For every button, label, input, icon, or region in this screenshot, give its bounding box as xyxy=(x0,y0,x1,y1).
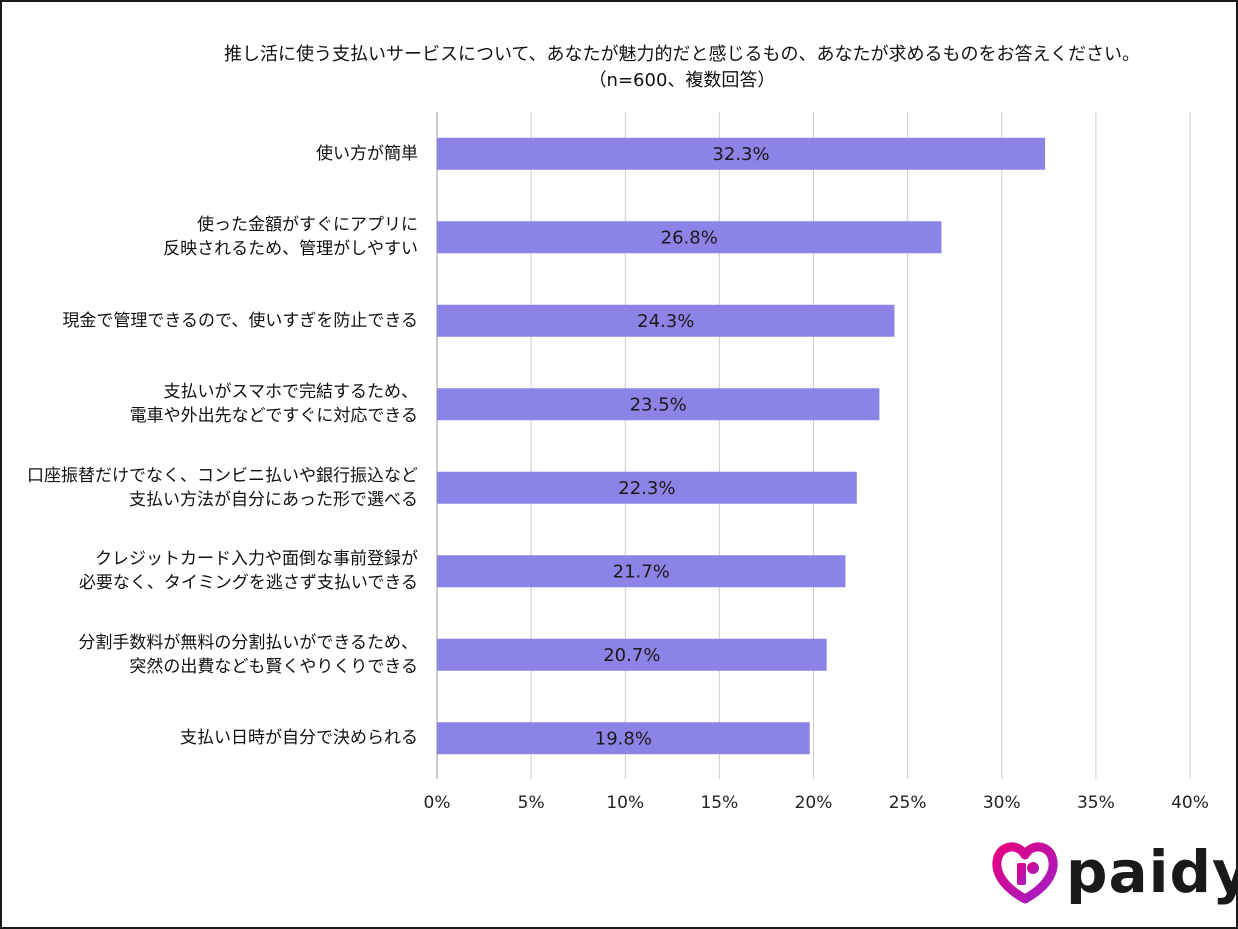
x-tick-label: 25% xyxy=(889,793,927,813)
data-label: 26.8% xyxy=(661,227,718,248)
paidy-wordmark: paidy xyxy=(1066,838,1238,906)
data-label: 22.3% xyxy=(618,478,675,499)
category-label: 使い方が簡単 xyxy=(316,143,418,164)
data-label: 20.7% xyxy=(603,645,660,666)
bar xyxy=(437,638,827,671)
data-label: 24.3% xyxy=(637,311,694,332)
x-tick-label: 10% xyxy=(606,793,644,813)
bar xyxy=(437,388,880,421)
category-label: 分割手数料が無料の分割払いができるため、 突然の出費なども賢くやりくりできる xyxy=(78,632,418,677)
x-tick-label: 0% xyxy=(424,793,451,813)
chart-title-block: 推し活に使う支払いサービスについて、あなたが魅力的だと感じるもの、あなたが求める… xyxy=(182,42,1182,94)
category-label: 使った金額がすぐにアプリに 反映されるため、管理がしやすい xyxy=(163,215,418,260)
chart-title: 推し活に使う支払いサービスについて、あなたが魅力的だと感じるもの、あなたが求める… xyxy=(223,44,1140,65)
x-tick-label: 35% xyxy=(1077,793,1115,813)
bar xyxy=(437,555,846,588)
data-label: 32.3% xyxy=(712,144,769,165)
x-tick-label: 15% xyxy=(700,793,738,813)
x-tick-label: 30% xyxy=(983,793,1021,813)
category-label: 支払いがスマホで完結するため、 電車や外出先などですぐに対応できる xyxy=(129,382,418,427)
bar xyxy=(437,722,810,755)
paidy-heart-icon xyxy=(992,842,1058,904)
bar xyxy=(437,471,857,504)
bar xyxy=(437,221,942,254)
chart-subtitle: （n=600、複数回答） xyxy=(588,70,776,91)
data-label: 23.5% xyxy=(630,394,687,415)
category-label: クレジットカード入力や面倒な事前登録が 必要なく、タイミングを逃さず支払いできる xyxy=(78,549,418,594)
category-label: 口座振替だけでなく、コンビニ払いや銀行振込など 支払い方法が自分にあった形で選べる xyxy=(27,465,418,510)
x-tick-label: 5% xyxy=(518,793,545,813)
data-label: 21.7% xyxy=(613,561,670,582)
bar xyxy=(437,137,1046,170)
data-label: 19.8% xyxy=(595,728,652,749)
category-label: 現金で管理できるので、使いすぎを防止できる xyxy=(62,310,418,331)
x-tick-label: 40% xyxy=(1171,793,1209,813)
paidy-logo: paidy xyxy=(990,837,1238,907)
x-tick-label: 20% xyxy=(795,793,833,813)
bar xyxy=(437,304,895,337)
category-label: 支払い日時が自分で決められる xyxy=(180,728,418,749)
